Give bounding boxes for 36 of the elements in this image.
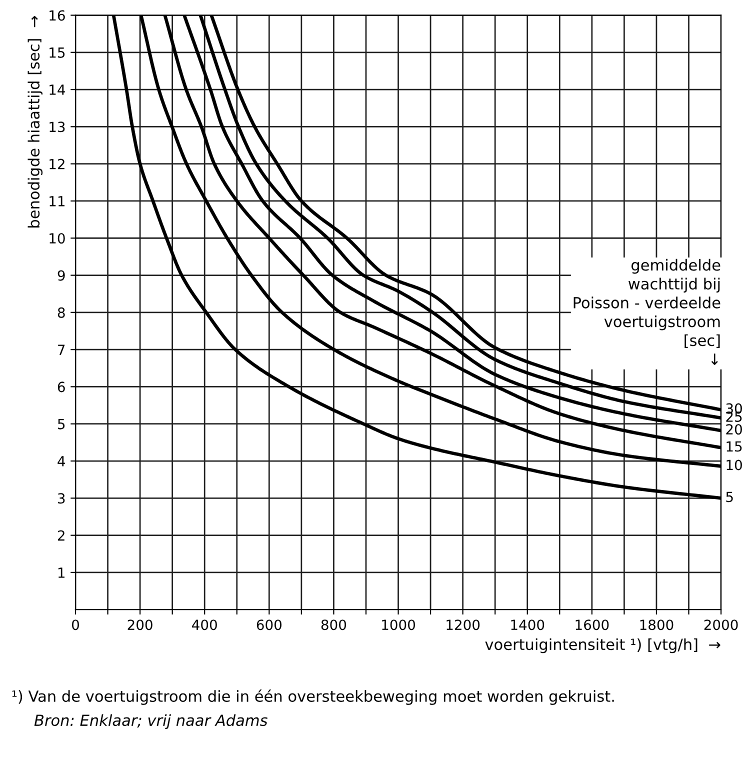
y-tick-label: 10: [50, 233, 65, 244]
y-tick-label: 1: [58, 568, 64, 578]
y-tick-label: 13: [50, 122, 65, 132]
y-axis-title: benodigde hiaattijd [sec] →: [28, 16, 43, 228]
text: ¹) Van de voertuigstroom die in één oversteekbeweging moet worden gekruist.: [12, 690, 614, 705]
y-tick-label: 16: [50, 10, 65, 21]
y-tick-label: 3: [58, 493, 65, 504]
y-tick-label: 8: [58, 307, 65, 318]
y-tick-label: 2: [58, 530, 64, 541]
text: Bron: Enklaar; vrij naar Adams: [34, 714, 268, 730]
x-tick-label: 1600: [576, 620, 609, 630]
y-tick-label: 6: [58, 382, 65, 392]
x-tick-label: 600: [256, 620, 282, 630]
x-tick-label: 200: [128, 620, 152, 630]
series-label: 10: [726, 460, 742, 470]
x-tick-label: 0: [72, 620, 79, 630]
y-tick-label: 15: [50, 48, 65, 58]
x-tick-label: 1200: [446, 620, 480, 630]
y-tick-label: 5: [58, 419, 65, 430]
y-tick-label: 4: [58, 456, 65, 466]
series-label: 5: [726, 492, 733, 502]
x-tick-label: 1000: [382, 620, 416, 630]
series-label: 15: [726, 441, 742, 452]
x-tick-label: 400: [192, 620, 217, 630]
x-tick-label: 2000: [704, 620, 738, 630]
series-label: 20: [726, 424, 742, 435]
y-tick-label: 12: [50, 158, 64, 170]
x-tick-label: 800: [321, 620, 346, 630]
y-tick-label: 14: [50, 84, 65, 95]
y-tick-label: 11: [50, 196, 64, 206]
x-tick-label: 1800: [640, 620, 674, 630]
x-axis-title: voertuigintensiteit ¹) [vtg/h] →: [485, 638, 720, 654]
y-tick-label: 7: [58, 344, 65, 355]
legend-title: gemiddelde wachttijd bij Poisson - verdeelde voertuigstroom [sec] ↓: [574, 258, 720, 365]
x-tick-label: 1400: [511, 620, 544, 630]
y-tick-label: 9: [58, 270, 65, 281]
